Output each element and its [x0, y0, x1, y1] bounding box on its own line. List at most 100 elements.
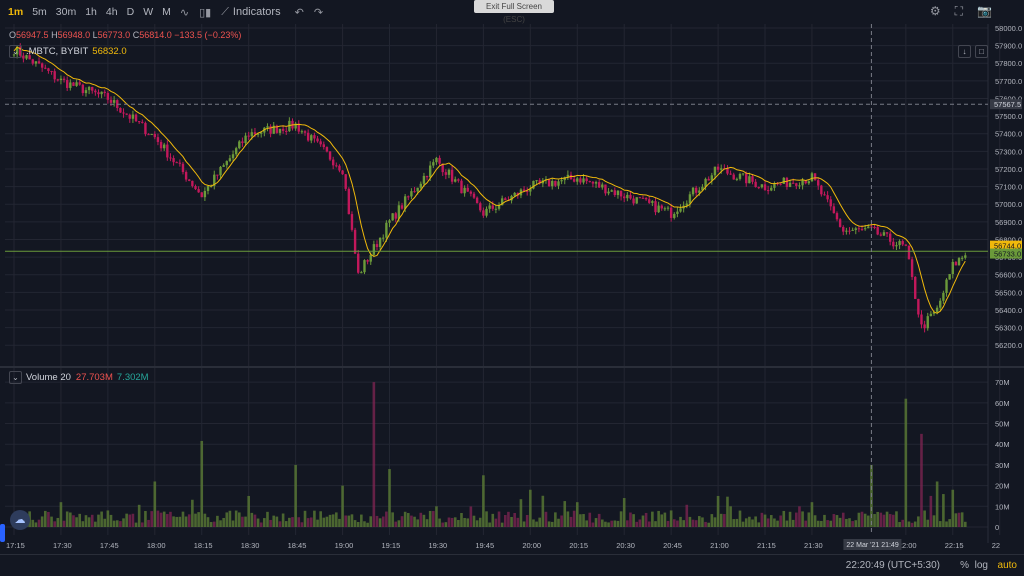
collapse-volume-button[interactable]: ⌄	[9, 371, 22, 384]
candle-body	[106, 92, 110, 100]
percent-toggle[interactable]: %	[960, 560, 969, 571]
indicators-icon[interactable]: ⟋	[221, 5, 229, 18]
timeframe-30m[interactable]: 30m	[55, 6, 77, 18]
redo-icon[interactable]: ↷	[313, 6, 324, 19]
exit-fullscreen-tooltip[interactable]: Exit Full Screen (ESC)	[474, 0, 554, 24]
time-zone[interactable]: 22:20:49 (UTC+5:30)	[845, 560, 940, 571]
candle-body	[741, 173, 745, 175]
candle-body	[848, 230, 851, 232]
candle-body	[560, 180, 563, 182]
candle-body	[197, 189, 200, 193]
price-axis[interactable]: 58000.0 57900.0 57800.0 57700.0 57600.0 57500…	[995, 24, 1022, 350]
timeframe-5m[interactable]: 5m	[32, 6, 47, 18]
volume-bar	[156, 510, 160, 527]
volume-bar	[482, 475, 485, 527]
collapse-legend-button[interactable]: ⌄	[9, 45, 22, 58]
candle-body	[272, 125, 275, 134]
volume-bar	[403, 511, 407, 527]
candle-body	[701, 186, 704, 191]
volume-bar	[550, 521, 554, 527]
candle-body	[879, 234, 883, 236]
candle-body	[770, 187, 773, 191]
candle-body	[513, 192, 516, 196]
candle-body	[942, 292, 945, 301]
crosshair-time-label-bg	[843, 539, 902, 550]
candle-body	[313, 135, 316, 139]
candle-body	[407, 196, 410, 198]
log-toggle[interactable]: log	[974, 560, 988, 571]
candle-body	[466, 187, 469, 192]
timeframe-m[interactable]: M	[162, 6, 171, 18]
volume-bar	[644, 512, 648, 527]
volume-bar	[97, 514, 100, 527]
candle-body	[713, 166, 717, 176]
candle-body	[497, 205, 501, 209]
timeframe-1h[interactable]: 1h	[85, 6, 97, 18]
candle-body	[657, 205, 660, 213]
volume-bar	[719, 513, 723, 527]
time-axis[interactable]: 17:15 17:30 17:45 18:00 18:15 18:30 18:45 19:00…	[6, 541, 1000, 550]
pane-buttons: ↓ □	[958, 45, 988, 58]
candle-body	[219, 166, 222, 176]
candle-body	[250, 132, 254, 137]
candle-body	[419, 183, 423, 188]
indicators-button[interactable]: Indicators	[232, 6, 281, 18]
volume-axis[interactable]: 70M 60M 50M 40M 30M 20M 10M 0	[995, 378, 1010, 532]
candle-body	[59, 78, 63, 81]
move-down-icon[interactable]: ↓	[958, 45, 971, 58]
volume-bar	[191, 499, 194, 527]
candle-body	[932, 312, 936, 314]
volume-tick: 40M	[995, 440, 1010, 449]
fullscreen-icon[interactable]: ⛶	[954, 4, 964, 18]
volume-bar	[945, 521, 948, 527]
volume-bar	[820, 520, 823, 527]
candle-body	[904, 244, 908, 246]
line-chart-icon[interactable]: ∿	[179, 6, 190, 19]
volume-bar	[288, 517, 291, 527]
volume-bar	[447, 517, 451, 527]
candle-body	[397, 205, 401, 219]
auto-toggle[interactable]: auto	[997, 560, 1017, 571]
volume-bar	[923, 510, 926, 527]
candle-body	[303, 131, 307, 133]
candle-body	[260, 132, 263, 134]
candle-body	[629, 194, 632, 199]
time-tick: 20:30	[616, 541, 635, 550]
timeframe-1m[interactable]: 1m	[8, 6, 24, 18]
candle-body	[463, 187, 466, 194]
volume-bar	[588, 512, 592, 527]
volume-bar	[147, 519, 150, 527]
volume-bar	[773, 518, 776, 527]
volume-bar	[234, 510, 238, 527]
volume-bar	[291, 517, 294, 527]
time-tick: 18:15	[194, 541, 213, 550]
timeframe-w[interactable]: W	[143, 6, 154, 18]
volume-bar	[369, 516, 373, 527]
candle-body	[754, 181, 757, 188]
volume-bar	[81, 521, 85, 527]
candle-body	[863, 228, 867, 230]
volume-bar	[256, 518, 260, 527]
candles-icon[interactable]: ▯▮	[199, 6, 212, 19]
gear-icon[interactable]: ⚙	[929, 4, 941, 18]
undo-icon[interactable]: ↶	[294, 6, 304, 19]
maximize-pane-icon[interactable]: □	[975, 45, 988, 58]
volume-bar	[554, 512, 557, 527]
candle-body	[247, 135, 250, 137]
camera-icon[interactable]: 📷	[977, 4, 992, 18]
volume-bar	[47, 511, 50, 527]
logo-icon[interactable]: ☁	[10, 510, 30, 530]
moving-average-line	[13, 46, 966, 314]
volume-bar	[184, 516, 188, 527]
volume-bar	[845, 518, 848, 527]
volume-bar	[754, 516, 757, 527]
volume-bars	[12, 382, 967, 527]
candle-body	[838, 219, 842, 227]
timeframe-4h[interactable]: 4h	[105, 6, 118, 18]
timeframe-d[interactable]: D	[126, 6, 135, 18]
volume-value-2: 7.302M	[116, 372, 149, 383]
scroll-handle[interactable]	[0, 524, 5, 542]
volume-bar	[363, 521, 366, 527]
candle-body	[231, 154, 235, 159]
